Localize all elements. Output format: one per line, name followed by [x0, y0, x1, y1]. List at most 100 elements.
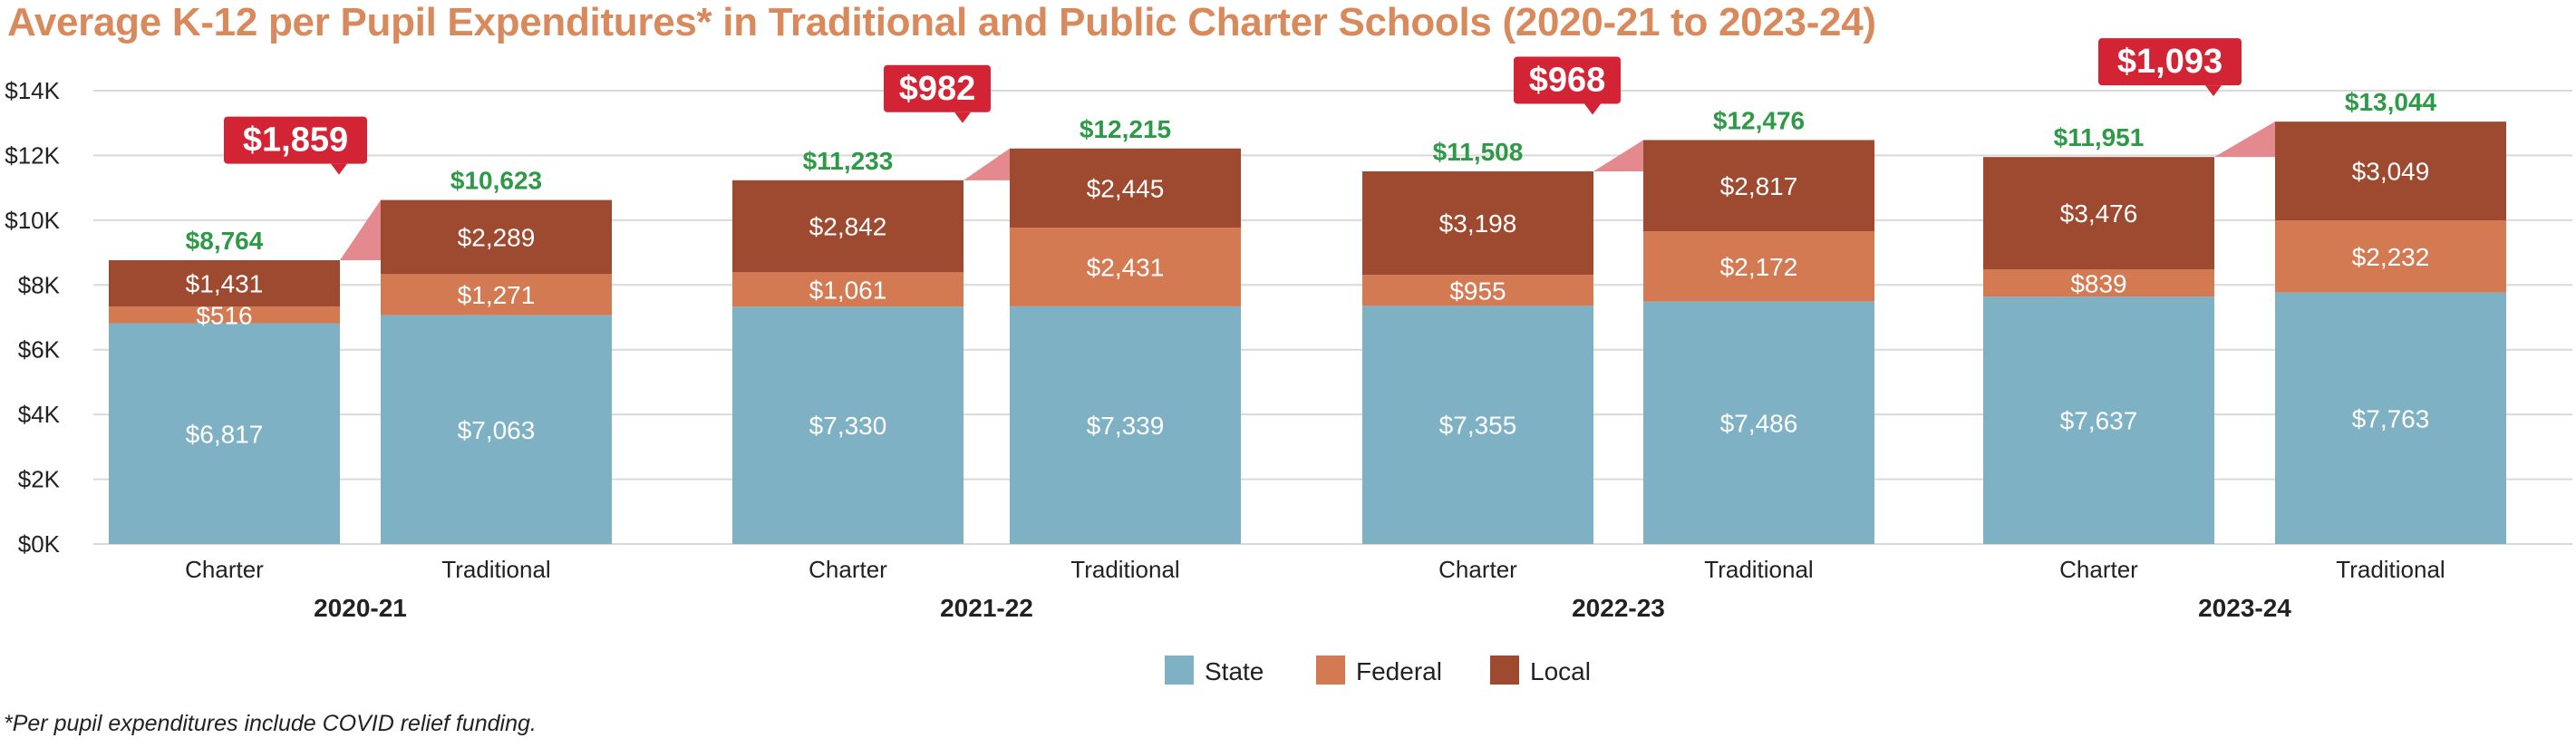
bar-total-label: $11,233	[803, 147, 894, 175]
gap-callout	[2098, 38, 2242, 86]
gap-callout	[1514, 56, 1621, 104]
x-category-label: Traditional	[441, 556, 550, 583]
y-tick-label: $6K	[18, 336, 61, 364]
bar-value-label-local: $3,198	[1439, 209, 1517, 238]
y-tick-label: $8K	[18, 271, 61, 298]
bar-segment-local	[1983, 157, 2214, 270]
bar-segment-federal	[1983, 269, 2214, 297]
gap-callout-pointer	[954, 112, 971, 123]
y-tick-label: $12K	[5, 141, 60, 169]
bar-segment-federal	[1362, 275, 1593, 306]
bar-value-label-federal: $839	[2070, 269, 2126, 297]
bar-segment-local	[1010, 148, 1241, 228]
x-category-label: Charter	[1438, 556, 1517, 583]
bar-segment-federal	[381, 274, 612, 316]
y-tick-label: $2K	[18, 466, 61, 493]
bar-segment-state	[1010, 306, 1241, 544]
bar-value-label-local: $3,476	[2060, 199, 2138, 228]
bar-segment-federal	[1010, 228, 1241, 306]
legend-swatch-local	[1490, 656, 1519, 685]
bar-segment-local	[1362, 171, 1593, 276]
bar-total-label: $10,623	[450, 167, 542, 195]
bar-value-label-local: $1,431	[186, 270, 264, 298]
x-category-label: Traditional	[2336, 556, 2445, 583]
gap-callout	[224, 116, 367, 164]
bar-total-label: $12,476	[1713, 106, 1805, 134]
bar-segment-state	[1643, 301, 1874, 544]
x-group-label: 2023-24	[2198, 594, 2291, 622]
bar-value-label-federal: $2,431	[1087, 253, 1165, 281]
gap-connector	[2214, 121, 2275, 158]
legend-label-state: State	[1205, 657, 1264, 685]
bar-value-label-federal: $1,061	[809, 276, 887, 304]
bar-segment-state	[1362, 306, 1593, 544]
bar-value-label-state: $7,637	[2060, 407, 2138, 435]
legend-swatch-state	[1165, 656, 1194, 685]
bar-segment-local	[381, 199, 612, 275]
gap-callout-pointer	[331, 163, 347, 175]
bar-value-label-local: $2,289	[458, 223, 536, 251]
bar-segment-federal	[732, 272, 964, 307]
legend-label-federal: Federal	[1356, 657, 1442, 685]
chart-title: Average K-12 per Pupil Expenditures* in …	[7, 0, 1876, 44]
bar-value-label-state: $6,817	[186, 420, 264, 448]
gap-connector	[964, 148, 1010, 180]
x-group-label: 2021-22	[940, 594, 1033, 622]
gap-value-label: $968	[1529, 61, 1606, 99]
y-tick-label: $0K	[18, 530, 61, 558]
bar-value-label-federal: $1,271	[458, 281, 536, 309]
x-group-label: 2022-23	[1572, 594, 1665, 622]
bar-segment-local	[1643, 140, 1874, 232]
bar-segment-state	[381, 315, 612, 544]
bar-value-label-state: $7,330	[809, 412, 887, 440]
bar-value-label-local: $2,445	[1087, 174, 1165, 202]
bar-value-label-federal: $2,232	[2352, 243, 2430, 271]
bar-total-label: $8,764	[186, 227, 264, 255]
gap-connector	[340, 199, 381, 260]
x-group-label: 2020-21	[314, 594, 407, 622]
gap-value-label: $1,093	[2117, 43, 2223, 81]
gap-callout-pointer	[1584, 103, 1601, 115]
bar-segment-state	[1983, 296, 2214, 544]
bar-total-label: $12,215	[1080, 115, 1171, 143]
bar-total-label: $11,951	[2054, 123, 2145, 151]
bar-segment-state	[2275, 292, 2506, 544]
bar-segment-federal	[2275, 220, 2506, 293]
bar-value-label-federal: $2,172	[1720, 253, 1798, 281]
bar-segment-local	[732, 180, 964, 273]
y-tick-label: $14K	[5, 77, 60, 104]
x-category-label: Charter	[2059, 556, 2138, 583]
gap-callout	[884, 64, 991, 112]
bar-total-label: $11,508	[1433, 138, 1524, 166]
gap-connector	[1593, 140, 1643, 171]
legend-label-local: Local	[1530, 657, 1591, 685]
y-tick-label: $4K	[18, 401, 61, 428]
bar-segment-federal	[1643, 231, 1874, 302]
legend-swatch-federal	[1316, 656, 1345, 685]
gap-callout-pointer	[2205, 85, 2222, 97]
bar-value-label-state: $7,355	[1439, 412, 1517, 440]
x-category-label: Charter	[809, 556, 887, 583]
bar-segment-state	[732, 306, 964, 544]
gap-value-label: $1,859	[243, 121, 348, 160]
x-category-label: Traditional	[1070, 556, 1179, 583]
footnote: *Per pupil expenditures include COVID re…	[4, 711, 537, 736]
bar-value-label-state: $7,486	[1720, 409, 1798, 437]
x-category-label: Charter	[185, 556, 264, 583]
y-tick-label: $10K	[5, 207, 60, 234]
bar-value-label-state: $7,063	[458, 416, 536, 444]
bar-total-label: $13,044	[2345, 88, 2437, 116]
bar-segment-local	[2275, 121, 2506, 221]
bar-segment-local	[109, 260, 340, 307]
bar-value-label-state: $7,763	[2352, 404, 2430, 432]
bar-value-label-local: $2,842	[809, 213, 887, 241]
bar-segment-federal	[109, 306, 340, 324]
bar-value-label-state: $7,339	[1087, 412, 1165, 440]
bar-segment-state	[109, 323, 340, 544]
gap-value-label: $982	[899, 70, 976, 108]
bar-value-label-local: $2,817	[1720, 172, 1798, 200]
bar-value-label-federal: $955	[1449, 277, 1506, 305]
x-category-label: Traditional	[1704, 556, 1813, 583]
bar-value-label-local: $3,049	[2352, 158, 2430, 186]
